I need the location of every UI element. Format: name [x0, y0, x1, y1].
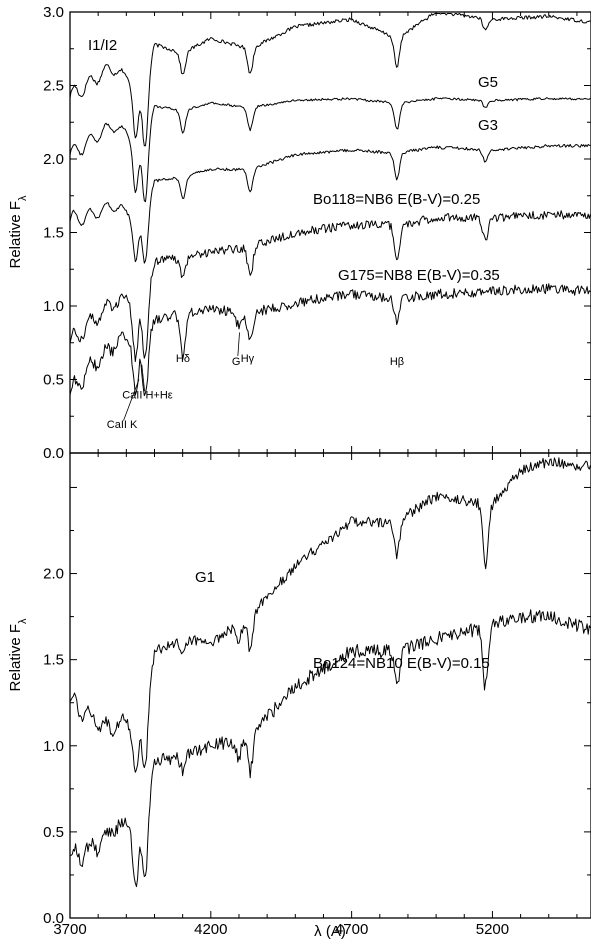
spectrum-line	[69, 97, 591, 203]
bottom-y-tick-label: 1.0	[43, 738, 64, 755]
spectrum-line	[69, 143, 591, 264]
series-label: G1	[195, 569, 215, 586]
series-label: G175=NB8 E(B-V)=0.35	[338, 267, 500, 284]
top-panel-tick-labels: 0.0 0.5 1.0 1.5 2.0 2.5 3.0	[43, 4, 64, 462]
top-y-axis-title-text: Relative F	[7, 201, 24, 269]
series-label: Bo118=NB6 E(B-V)=0.25	[313, 191, 480, 208]
bottom-y-axis-title-text: Relative F	[7, 624, 24, 692]
x-tick-label: 4200	[194, 921, 227, 938]
bottom-panel-series	[69, 457, 591, 888]
bottom-panel-tick-labels: 0.0 0.5 1.0 1.5 2.0 3700 4200 4700 5200	[43, 566, 509, 938]
line-annotation: Hδ	[176, 353, 190, 365]
spectrum-line	[69, 13, 591, 147]
top-panel-annotations: Hδ G Hγ Hβ CaII H+Hε CaII K	[107, 332, 404, 431]
annotation-pointer	[141, 364, 146, 392]
top-y-tick-label: 0.5	[43, 372, 64, 389]
series-label: Bo124=NB10 E(B-V)=0.15	[313, 655, 490, 672]
line-annotation: G	[232, 356, 241, 368]
series-label: G3	[478, 117, 498, 134]
top-panel: 0.0 0.5 1.0 1.5 2.0 2.5 3.0 I1/I2 G5 G3 Bo118=NB6…	[7, 4, 591, 462]
spectrum-line	[69, 210, 591, 363]
x-tick-label: 5200	[476, 921, 509, 938]
bottom-y-axis-title-subscript: λ	[17, 618, 29, 624]
bottom-panel-frame	[69, 452, 591, 919]
x-tick-label: 4700	[335, 921, 368, 938]
bottom-y-axis-title: Relative Fλ	[7, 618, 29, 692]
bottom-panel-series-labels: G1 Bo124=NB10 E(B-V)=0.15	[195, 569, 490, 672]
bottom-y-tick-label: 2.0	[43, 566, 64, 583]
bottom-y-tick-label: 0.5	[43, 824, 64, 841]
top-y-tick-label: 3.0	[43, 4, 64, 21]
bottom-y-tick-label: 1.5	[43, 652, 64, 669]
line-annotation: Hβ	[390, 356, 404, 368]
top-y-tick-label: 2.5	[43, 78, 64, 95]
top-y-tick-label: 1.0	[43, 298, 64, 315]
spectrum-line	[69, 283, 591, 397]
line-annotation: Hγ	[241, 353, 255, 365]
top-y-tick-label: 2.0	[43, 151, 64, 168]
bottom-y-tick-label: 0.0	[43, 910, 64, 927]
bottom-panel-ticks	[69, 453, 591, 919]
spectrum-line	[69, 457, 591, 773]
series-label: I1/I2	[88, 37, 117, 54]
x-axis-title: λ (A)	[314, 923, 346, 940]
bottom-panel: 0.0 0.5 1.0 1.5 2.0 3700 4200 4700 5200 G1 Bo124=…	[7, 452, 591, 940]
top-panel-series-labels: I1/I2 G5 G3 Bo118=NB6 E(B-V)=0.25 G175=NB8 E…	[88, 37, 500, 284]
top-panel-ticks	[69, 11, 591, 454]
series-label: G5	[478, 74, 498, 91]
top-y-axis-title-subscript: λ	[17, 195, 29, 201]
top-panel-series	[69, 13, 591, 397]
spectrum-line	[70, 609, 591, 888]
annotation-pointer	[123, 379, 140, 421]
line-annotation: CaII H+Hε	[122, 390, 173, 402]
top-y-axis-title: Relative Fλ	[7, 195, 29, 269]
top-y-tick-label: 1.5	[43, 225, 64, 242]
x-tick-label: 3700	[53, 921, 86, 938]
line-annotation: CaII K	[107, 419, 138, 431]
top-y-tick-label: 0.0	[43, 445, 64, 462]
annotation-pointer	[237, 332, 240, 357]
